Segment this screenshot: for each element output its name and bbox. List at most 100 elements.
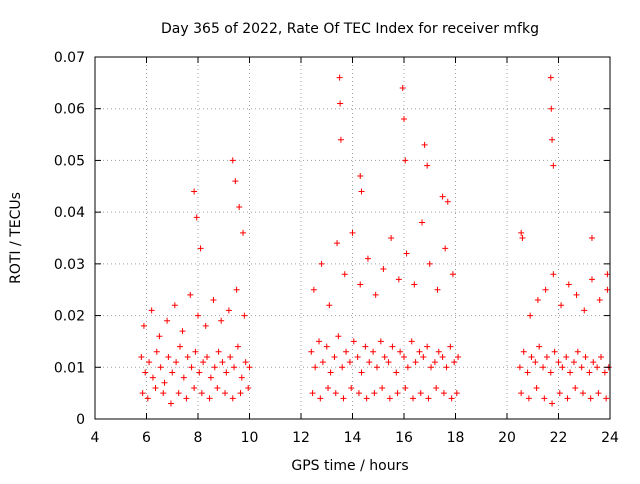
data-point (219, 359, 226, 366)
x-tick-label: 6 (142, 430, 151, 446)
data-point (524, 369, 531, 376)
data-point (223, 369, 230, 376)
y-tick-label: 0.01 (54, 360, 85, 376)
data-point (171, 302, 178, 309)
y-tick-label: 0.02 (54, 309, 85, 325)
data-point (527, 312, 534, 319)
data-point (138, 353, 145, 360)
data-point (202, 322, 209, 329)
data-point (542, 286, 549, 293)
data-point (192, 348, 199, 355)
data-point (214, 384, 221, 391)
data-point (246, 364, 253, 371)
data-point (442, 245, 449, 252)
data-point (525, 395, 532, 402)
data-point (187, 291, 194, 298)
data-point (191, 384, 198, 391)
data-point (139, 390, 146, 397)
data-point (565, 281, 572, 288)
data-point (350, 338, 357, 345)
data-point (148, 307, 155, 314)
data-point (410, 395, 417, 402)
y-tick-label: 0.03 (54, 257, 85, 273)
data-point (204, 353, 211, 360)
data-point (363, 395, 370, 402)
data-point (309, 390, 316, 397)
data-point (558, 302, 565, 309)
data-point (440, 390, 447, 397)
data-point (364, 255, 371, 262)
data-point (385, 359, 392, 366)
data-point (245, 384, 252, 391)
data-point (555, 359, 562, 366)
y-tick-label: 0.06 (54, 102, 85, 118)
data-point (358, 369, 365, 376)
data-point (453, 390, 460, 397)
data-point (518, 229, 525, 236)
data-point (401, 353, 407, 360)
data-point (156, 333, 163, 340)
data-point (358, 188, 365, 195)
data-point (197, 245, 204, 252)
data-point (447, 343, 454, 350)
data-point (402, 157, 409, 164)
data-point (573, 291, 580, 298)
data-point (153, 348, 160, 355)
data-point (317, 395, 324, 402)
data-point (357, 281, 364, 288)
x-tick-label: 16 (395, 430, 413, 446)
data-point (198, 390, 205, 397)
data-point (325, 384, 332, 391)
data-point (559, 364, 566, 371)
data-point (240, 229, 247, 236)
data-point (319, 359, 326, 366)
data-point (370, 348, 377, 355)
data-point (439, 353, 446, 360)
data-point (331, 353, 338, 360)
data-point (183, 395, 190, 402)
data-point (188, 364, 195, 371)
data-point (431, 359, 438, 366)
data-point (225, 307, 232, 314)
data-point (541, 395, 548, 402)
x-tick-label: 20 (498, 430, 516, 446)
data-point (337, 100, 344, 107)
data-point (393, 369, 400, 376)
data-point (444, 198, 451, 205)
data-point (206, 395, 213, 402)
data-point (419, 219, 426, 226)
data-point (433, 384, 440, 391)
data-point (355, 390, 362, 397)
data-point (377, 338, 384, 345)
data-point (343, 348, 350, 355)
data-point (161, 379, 168, 386)
data-point (336, 74, 343, 81)
data-point (241, 312, 248, 319)
data-point (424, 162, 431, 169)
data-point (594, 364, 601, 371)
data-point (411, 281, 418, 288)
data-point (519, 235, 526, 241)
data-point (337, 136, 344, 143)
data-point (416, 348, 423, 355)
y-axis-label: ROTI / TECUs (8, 192, 24, 284)
data-point (532, 359, 539, 366)
data-point (215, 348, 222, 355)
data-point (587, 395, 594, 402)
grid (95, 57, 610, 419)
data-point (399, 85, 406, 92)
data-point (404, 364, 411, 371)
data-point (550, 271, 557, 278)
data-point (316, 338, 323, 345)
data-point (346, 359, 353, 366)
data-point (386, 395, 393, 402)
data-point (195, 312, 201, 319)
data-point (520, 348, 527, 355)
data-point (222, 390, 229, 397)
data-point (549, 136, 556, 143)
data-point (549, 400, 556, 407)
data-point (327, 369, 334, 376)
data-point (207, 374, 214, 381)
data-point (196, 369, 203, 376)
